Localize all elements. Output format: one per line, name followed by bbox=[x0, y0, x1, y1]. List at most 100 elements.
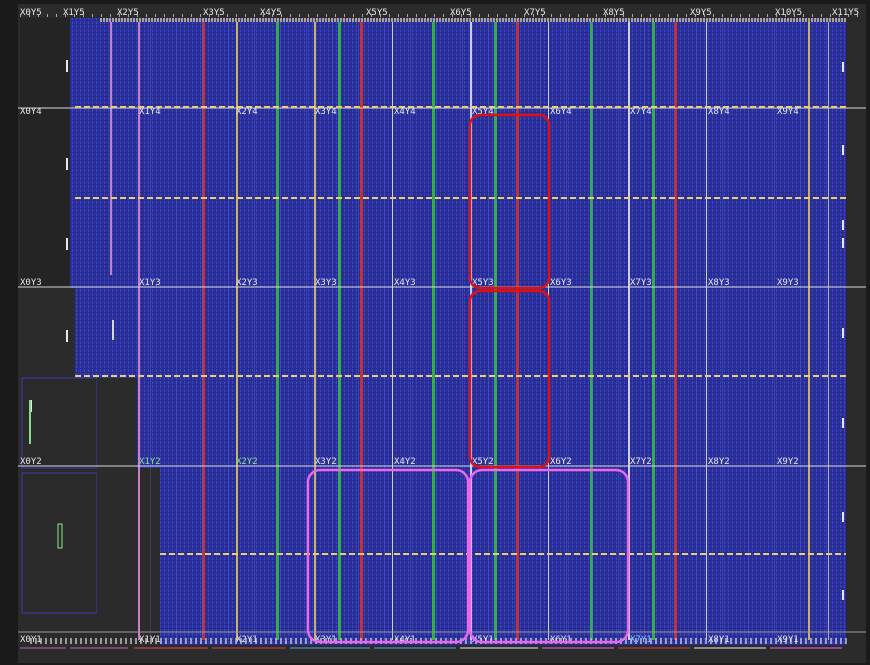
fabric-column-line bbox=[540, 22, 541, 640]
top-edge-tick bbox=[478, 18, 480, 22]
top-edge-tick bbox=[583, 18, 585, 22]
top-edge-tick bbox=[748, 18, 750, 22]
bottom-tick bbox=[100, 638, 102, 644]
bottom-tick bbox=[840, 638, 842, 644]
top-edge-tick bbox=[718, 18, 720, 22]
top-tick bbox=[326, 14, 327, 17]
bottom-tick bbox=[755, 638, 757, 644]
top-edge-tick bbox=[823, 18, 825, 22]
top-tick bbox=[587, 14, 588, 17]
top-edge-tick bbox=[595, 18, 597, 22]
top-edge-tick bbox=[112, 18, 114, 22]
fabric-column-line bbox=[462, 22, 463, 640]
top-tick bbox=[704, 14, 705, 17]
top-tick bbox=[803, 14, 804, 17]
top-edge-tick bbox=[529, 18, 531, 22]
top-edge-tick bbox=[349, 18, 351, 22]
top-edge-tick bbox=[229, 18, 231, 22]
top-tick bbox=[20, 14, 21, 17]
top-edge-tick bbox=[472, 18, 474, 22]
top-edge-tick bbox=[337, 18, 339, 22]
resource-column bbox=[828, 22, 829, 640]
bottom-tick bbox=[785, 638, 787, 644]
top-edge-tick bbox=[553, 18, 555, 22]
top-edge-tick bbox=[211, 18, 213, 22]
top-edge-tick bbox=[706, 18, 708, 22]
top-edge-tick bbox=[139, 18, 141, 22]
top-edge-tick bbox=[817, 18, 819, 22]
resource-column bbox=[138, 22, 140, 640]
top-tick bbox=[317, 14, 318, 17]
top-edge-tick bbox=[763, 18, 765, 22]
resource-column bbox=[236, 22, 238, 640]
top-edge-tick bbox=[724, 18, 726, 22]
top-tick bbox=[470, 14, 471, 17]
top-edge-tick bbox=[496, 18, 498, 22]
fabric-block-mid2 bbox=[137, 378, 846, 468]
highlight-pink-box-x5y1-x6y1[interactable] bbox=[468, 468, 630, 644]
left-gap bbox=[97, 378, 137, 645]
top-edge-tick bbox=[730, 18, 732, 22]
top-edge-tick bbox=[523, 18, 525, 22]
highlight-red-box-x5y3[interactable] bbox=[468, 113, 551, 290]
region-label-x2y2: X2Y2 bbox=[236, 457, 258, 467]
top-edge-tick bbox=[268, 18, 270, 22]
region-label-x8y2: X8Y2 bbox=[708, 457, 730, 467]
top-edge-tick bbox=[616, 18, 618, 22]
top-edge-tick bbox=[130, 18, 132, 22]
top-edge-tick bbox=[325, 18, 327, 22]
top-tick bbox=[137, 14, 138, 17]
top-edge-tick bbox=[574, 18, 576, 22]
highlight-red-box-x5y2[interactable] bbox=[468, 289, 551, 469]
top-tick bbox=[839, 14, 840, 17]
region-label-x4y1: X4Y1 bbox=[394, 635, 416, 645]
resource-column bbox=[590, 22, 593, 640]
top-edge-tick bbox=[556, 18, 558, 22]
top-edge-tick bbox=[664, 18, 666, 22]
region-label-x3y1: X3Y1 bbox=[315, 635, 337, 645]
top-edge-tick bbox=[541, 18, 543, 22]
top-edge-tick bbox=[535, 18, 537, 22]
top-edge-tick bbox=[826, 18, 828, 22]
bottom-tick bbox=[645, 638, 647, 644]
bottom-tick bbox=[170, 638, 172, 644]
top-edge-tick bbox=[580, 18, 582, 22]
region-label-x7y2: X7Y2 bbox=[630, 457, 652, 467]
top-edge-tick bbox=[676, 18, 678, 22]
top-edge-tick bbox=[604, 18, 606, 22]
bottom-tick bbox=[115, 638, 117, 644]
top-edge-tick bbox=[319, 18, 321, 22]
fabric-column-line bbox=[566, 22, 567, 640]
bottom-tick bbox=[750, 638, 752, 644]
bottom-tick bbox=[745, 638, 747, 644]
fabric-region bbox=[20, 18, 866, 645]
top-edge-tick bbox=[184, 18, 186, 22]
top-edge-tick bbox=[385, 18, 387, 22]
top-tick bbox=[632, 14, 633, 17]
highlight-boxes[interactable] bbox=[306, 113, 630, 644]
bottom-tick bbox=[150, 638, 152, 644]
top-edge-tick bbox=[754, 18, 756, 22]
bottom-tick bbox=[185, 638, 187, 644]
top-tick bbox=[335, 14, 336, 17]
top-edge-tick bbox=[118, 18, 120, 22]
highlight-pink-box-x3y1-x4y1[interactable] bbox=[306, 468, 470, 644]
top-tick bbox=[785, 14, 786, 17]
top-edge-tick bbox=[460, 18, 462, 22]
top-tick bbox=[74, 14, 75, 17]
top-region-label: X1Y5 bbox=[63, 8, 85, 18]
io-marker-box bbox=[57, 523, 63, 549]
top-edge-tick bbox=[562, 18, 564, 22]
top-edge-tick bbox=[208, 18, 210, 22]
region-label-x9y1: X9Y1 bbox=[777, 635, 799, 645]
top-region-label: X5Y5 bbox=[366, 8, 388, 18]
config-marker bbox=[29, 400, 31, 444]
region-label-x5y2: X5Y2 bbox=[472, 457, 494, 467]
region-label-x9y2: X9Y2 bbox=[777, 457, 799, 467]
bottom-tick bbox=[65, 638, 67, 644]
top-edge-tick bbox=[334, 18, 336, 22]
top-tick bbox=[668, 14, 669, 17]
top-edge-tick bbox=[370, 18, 372, 22]
top-tick bbox=[848, 14, 849, 17]
